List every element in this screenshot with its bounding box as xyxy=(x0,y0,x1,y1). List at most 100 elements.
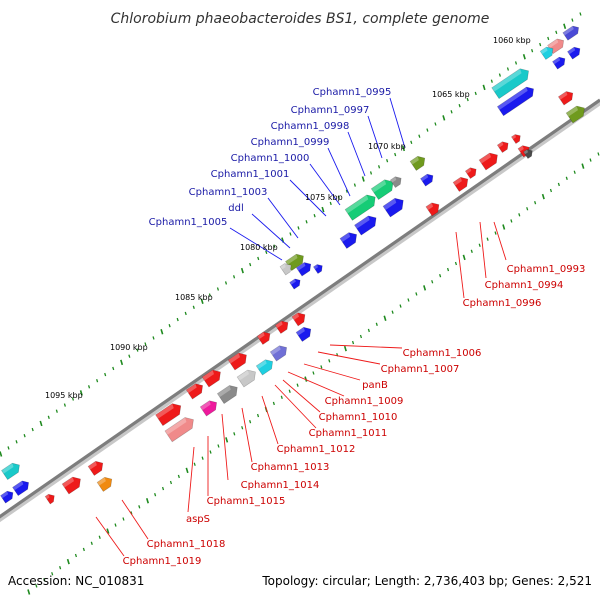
gene-highlight xyxy=(453,177,462,186)
gene-box xyxy=(291,312,306,327)
tick-mark-outer xyxy=(249,262,252,267)
gene-feature xyxy=(565,105,585,124)
tick-mark-outer xyxy=(329,201,332,206)
tick-mark-inner xyxy=(549,188,553,193)
tick-mark-outer xyxy=(63,403,66,407)
gene-feature xyxy=(216,385,238,404)
leader-line-minus xyxy=(261,395,279,445)
gene-box xyxy=(452,176,469,192)
tick-mark-outer xyxy=(313,213,316,218)
tick-mark-outer xyxy=(224,281,228,285)
tick-mark-outer xyxy=(369,171,373,175)
gene-highlight xyxy=(345,194,369,214)
tick-mark-inner xyxy=(518,213,521,217)
tick-mark-outer xyxy=(120,359,124,366)
gene-highlight xyxy=(275,321,283,329)
gene-label-minus: Cphamn1_1012 xyxy=(277,444,356,455)
gene-label-minus: panB xyxy=(362,380,388,391)
tick-mark-outer xyxy=(571,18,574,22)
gene-highlight xyxy=(97,477,106,486)
gene-highlight xyxy=(0,491,9,499)
tick-mark-outer xyxy=(442,115,446,121)
tick-mark-outer xyxy=(434,122,437,126)
gene-box xyxy=(295,262,312,277)
gene-feature xyxy=(155,403,182,427)
gene-box xyxy=(216,385,238,404)
gene-highlight xyxy=(562,26,574,36)
leader-line-minus xyxy=(282,379,321,413)
map-title: Chlorobium phaeobacteroides BS1, complet… xyxy=(111,11,490,27)
gene-feature xyxy=(344,194,376,221)
leader-line-minus xyxy=(329,344,403,349)
gene-feature xyxy=(274,320,289,334)
tick-mark-outer xyxy=(112,366,115,371)
tick-mark-inner xyxy=(288,389,291,393)
leader-line-plus xyxy=(251,213,291,249)
gene-box xyxy=(382,197,404,218)
tick-mark-inner xyxy=(304,376,308,382)
gene-feature xyxy=(339,232,357,249)
gene-box xyxy=(370,179,394,200)
tick-mark-inner xyxy=(494,231,497,235)
gene-box xyxy=(354,215,377,236)
gene-box xyxy=(256,331,271,345)
gene-box xyxy=(87,460,104,476)
tick-mark-outer xyxy=(579,12,582,16)
gene-feature xyxy=(289,278,301,290)
tick-mark-outer xyxy=(418,134,421,138)
tick-mark-outer xyxy=(555,30,558,35)
gene-box xyxy=(339,232,357,249)
leader-line-plus xyxy=(289,179,327,217)
tick-mark-outer xyxy=(47,415,50,420)
backbone-line xyxy=(0,98,600,519)
kbp-label: 1070 kbp xyxy=(368,142,406,151)
tick-mark-inner xyxy=(241,426,244,430)
gene-feature xyxy=(255,359,273,376)
tick-mark-inner xyxy=(399,304,402,308)
gene-box xyxy=(389,176,402,188)
gene-highlight xyxy=(371,179,387,193)
gene-highlight xyxy=(45,494,50,500)
gene-feature xyxy=(496,141,509,153)
gene-feature xyxy=(199,400,217,417)
gene-box xyxy=(236,369,256,388)
leader-line-plus xyxy=(389,97,406,149)
gene-label-minus: Cphamn1_1013 xyxy=(251,462,330,473)
tick-mark-inner xyxy=(534,200,537,205)
gene-label-minus: Cphamn1_1011 xyxy=(309,428,388,439)
tick-mark-outer xyxy=(321,206,325,213)
gene-box xyxy=(420,173,434,187)
tick-mark-outer xyxy=(386,158,389,163)
tick-mark-outer xyxy=(305,220,308,224)
tick-mark-inner xyxy=(541,193,545,200)
tick-mark-inner xyxy=(185,467,189,474)
tick-mark-inner xyxy=(27,589,31,595)
tick-mark-outer xyxy=(474,91,477,96)
leader-line-plus xyxy=(347,131,366,177)
tick-mark-outer xyxy=(506,67,510,71)
gene-highlight xyxy=(547,38,559,49)
tick-mark-inner xyxy=(114,523,117,527)
gene-feature xyxy=(491,68,529,99)
gene-label-plus: ddl xyxy=(228,203,243,214)
gene-label-minus: Cphamn1_1019 xyxy=(123,556,202,567)
leader-line-minus xyxy=(317,351,381,365)
gene-highlight xyxy=(420,174,429,182)
gene-label-minus: Cphamn1_0996 xyxy=(463,298,542,309)
tick-mark-outer xyxy=(257,256,260,261)
gene-feature xyxy=(523,149,533,159)
gene-highlight xyxy=(296,262,306,271)
gene-highlight xyxy=(62,477,74,488)
leader-line-minus xyxy=(187,446,195,513)
gene-box xyxy=(523,149,533,159)
leader-line-minus xyxy=(455,231,465,299)
leader-line-minus xyxy=(303,363,361,381)
genome-backbone xyxy=(0,98,600,523)
tick-mark-outer xyxy=(79,390,83,396)
gene-feature xyxy=(201,369,221,388)
gene-box xyxy=(496,141,509,153)
tick-mark-inner xyxy=(106,528,110,534)
accession-text: Accession: NC_010831 xyxy=(8,574,144,588)
